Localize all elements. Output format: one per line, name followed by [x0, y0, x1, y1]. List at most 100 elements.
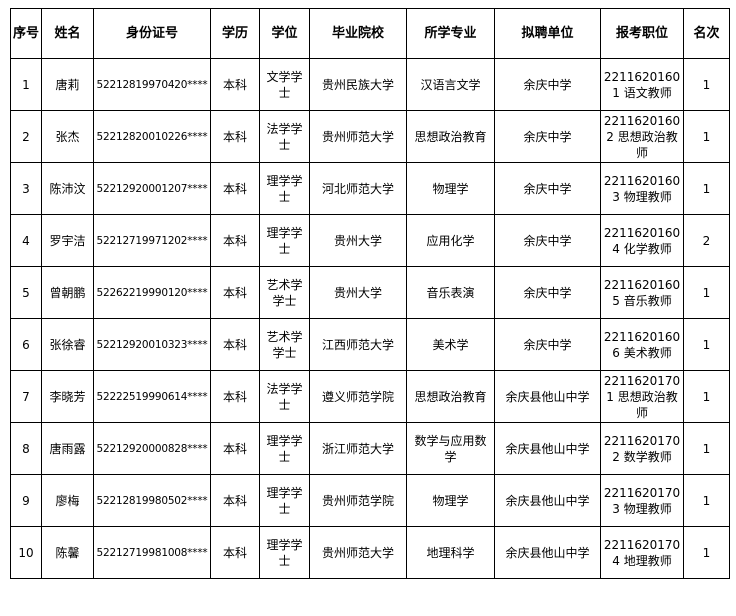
cell-position: 22116201601 语文教师 — [600, 58, 684, 111]
header-row: 序号 姓名 身份证号 学历 学位 毕业院校 所学专业 拟聘单位 报考职位 名次 — [10, 8, 730, 59]
cell-employer: 余庆中学 — [494, 214, 601, 267]
cell-name: 李晓芳 — [41, 370, 94, 423]
cell-school: 贵州师范学院 — [309, 474, 407, 527]
cell-major: 思想政治教育 — [406, 110, 495, 163]
cell-employer: 余庆中学 — [494, 318, 601, 371]
table-row: 6 张徐睿 52212920010323**** 本科 艺术学学士 江西师范大学 美术学 余庆… — [10, 318, 730, 371]
cell-id-number: 52212920000828**** — [93, 422, 211, 475]
cell-name: 陈沛汶 — [41, 162, 94, 215]
cell-rank: 1 — [683, 370, 730, 423]
cell-seq: 5 — [10, 266, 42, 319]
cell-education: 本科 — [210, 110, 260, 163]
cell-name: 张徐睿 — [41, 318, 94, 371]
cell-id-number: 52262219990120**** — [93, 266, 211, 319]
cell-rank: 1 — [683, 526, 730, 579]
cell-id-number: 52212820010226**** — [93, 110, 211, 163]
cell-degree: 理学学士 — [259, 526, 310, 579]
cell-position: 22116201606 美术教师 — [600, 318, 684, 371]
cell-education: 本科 — [210, 214, 260, 267]
cell-id-number: 52212920001207**** — [93, 162, 211, 215]
cell-employer: 余庆中学 — [494, 162, 601, 215]
cell-school: 遵义师范学院 — [309, 370, 407, 423]
cell-major: 音乐表演 — [406, 266, 495, 319]
cell-degree: 法学学士 — [259, 370, 310, 423]
cell-major: 物理学 — [406, 474, 495, 527]
cell-degree: 理学学士 — [259, 214, 310, 267]
cell-employer: 余庆中学 — [494, 266, 601, 319]
header-degree: 学位 — [259, 8, 310, 59]
cell-name: 廖梅 — [41, 474, 94, 527]
cell-employer: 余庆中学 — [494, 110, 601, 163]
cell-school: 贵州大学 — [309, 266, 407, 319]
cell-major: 物理学 — [406, 162, 495, 215]
cell-degree: 理学学士 — [259, 422, 310, 475]
cell-school: 贵州师范大学 — [309, 526, 407, 579]
cell-seq: 4 — [10, 214, 42, 267]
cell-seq: 2 — [10, 110, 42, 163]
cell-seq: 6 — [10, 318, 42, 371]
cell-seq: 9 — [10, 474, 42, 527]
cell-rank: 1 — [683, 110, 730, 163]
cell-school: 贵州民族大学 — [309, 58, 407, 111]
cell-education: 本科 — [210, 474, 260, 527]
cell-seq: 10 — [10, 526, 42, 579]
cell-name: 陈馨 — [41, 526, 94, 579]
results-table: 序号 姓名 身份证号 学历 学位 毕业院校 所学专业 拟聘单位 报考职位 名次 1 唐莉 522128… — [10, 8, 730, 579]
cell-education: 本科 — [210, 370, 260, 423]
cell-major: 数学与应用数学 — [406, 422, 495, 475]
cell-school: 贵州大学 — [309, 214, 407, 267]
header-id-number: 身份证号 — [93, 8, 211, 59]
header-employer: 拟聘单位 — [494, 8, 601, 59]
table-row: 2 张杰 52212820010226**** 本科 法学学士 贵州师范大学 思想政治教育余… — [10, 110, 730, 163]
cell-education: 本科 — [210, 266, 260, 319]
cell-major: 应用化学 — [406, 214, 495, 267]
cell-education: 本科 — [210, 526, 260, 579]
cell-education: 本科 — [210, 422, 260, 475]
header-school: 毕业院校 — [309, 8, 407, 59]
cell-rank: 1 — [683, 474, 730, 527]
cell-name: 曾朝鹏 — [41, 266, 94, 319]
cell-name: 唐莉 — [41, 58, 94, 111]
cell-id-number: 52212719971202**** — [93, 214, 211, 267]
cell-position: 22116201602 思想政治教师 — [600, 110, 684, 163]
cell-rank: 1 — [683, 318, 730, 371]
cell-rank: 1 — [683, 58, 730, 111]
cell-name: 罗宇洁 — [41, 214, 94, 267]
table-row: 10 陈馨 52212719981008**** 本科 理学学士 贵州师范大学 地理科学 余庆… — [10, 526, 730, 579]
cell-id-number: 52222519990614**** — [93, 370, 211, 423]
cell-name: 张杰 — [41, 110, 94, 163]
header-major: 所学专业 — [406, 8, 495, 59]
header-rank: 名次 — [683, 8, 730, 59]
cell-employer: 余庆县他山中学 — [494, 474, 601, 527]
cell-position: 22116201703 物理教师 — [600, 474, 684, 527]
table-row: 4 罗宇洁 52212719971202**** 本科 理学学士 贵州大学 应用化学 余庆中学… — [10, 214, 730, 267]
header-seq: 序号 — [10, 8, 42, 59]
cell-employer: 余庆县他山中学 — [494, 526, 601, 579]
table-row: 1 唐莉 52212819970420**** 本科 文学学士 贵州民族大学 汉语言文学 余庆… — [10, 58, 730, 111]
cell-seq: 3 — [10, 162, 42, 215]
table-row: 5 曾朝鹏 52262219990120**** 本科 艺术学学士 贵州大学 音乐表演 余庆中… — [10, 266, 730, 319]
cell-education: 本科 — [210, 58, 260, 111]
table-row: 3 陈沛汶 52212920001207**** 本科 理学学士 河北师范大学 物理学 余庆中… — [10, 162, 730, 215]
cell-seq: 8 — [10, 422, 42, 475]
cell-name: 唐雨露 — [41, 422, 94, 475]
cell-major: 思想政治教育 — [406, 370, 495, 423]
cell-degree: 理学学士 — [259, 474, 310, 527]
cell-id-number: 52212719981008**** — [93, 526, 211, 579]
header-position: 报考职位 — [600, 8, 684, 59]
cell-position: 22116201701 思想政治教师 — [600, 370, 684, 423]
table-row: 7 李晓芳 52222519990614**** 本科 法学学士 遵义师范学院 思想政治教育… — [10, 370, 730, 423]
cell-position: 22116201604 化学教师 — [600, 214, 684, 267]
cell-degree: 文学学士 — [259, 58, 310, 111]
cell-employer: 余庆县他山中学 — [494, 370, 601, 423]
cell-position: 22116201704 地理教师 — [600, 526, 684, 579]
cell-seq: 7 — [10, 370, 42, 423]
cell-position: 22116201605 音乐教师 — [600, 266, 684, 319]
cell-employer: 余庆中学 — [494, 58, 601, 111]
cell-degree: 艺术学学士 — [259, 266, 310, 319]
cell-id-number: 52212920010323**** — [93, 318, 211, 371]
cell-degree: 理学学士 — [259, 162, 310, 215]
header-name: 姓名 — [41, 8, 94, 59]
cell-rank: 2 — [683, 214, 730, 267]
cell-major: 汉语言文学 — [406, 58, 495, 111]
